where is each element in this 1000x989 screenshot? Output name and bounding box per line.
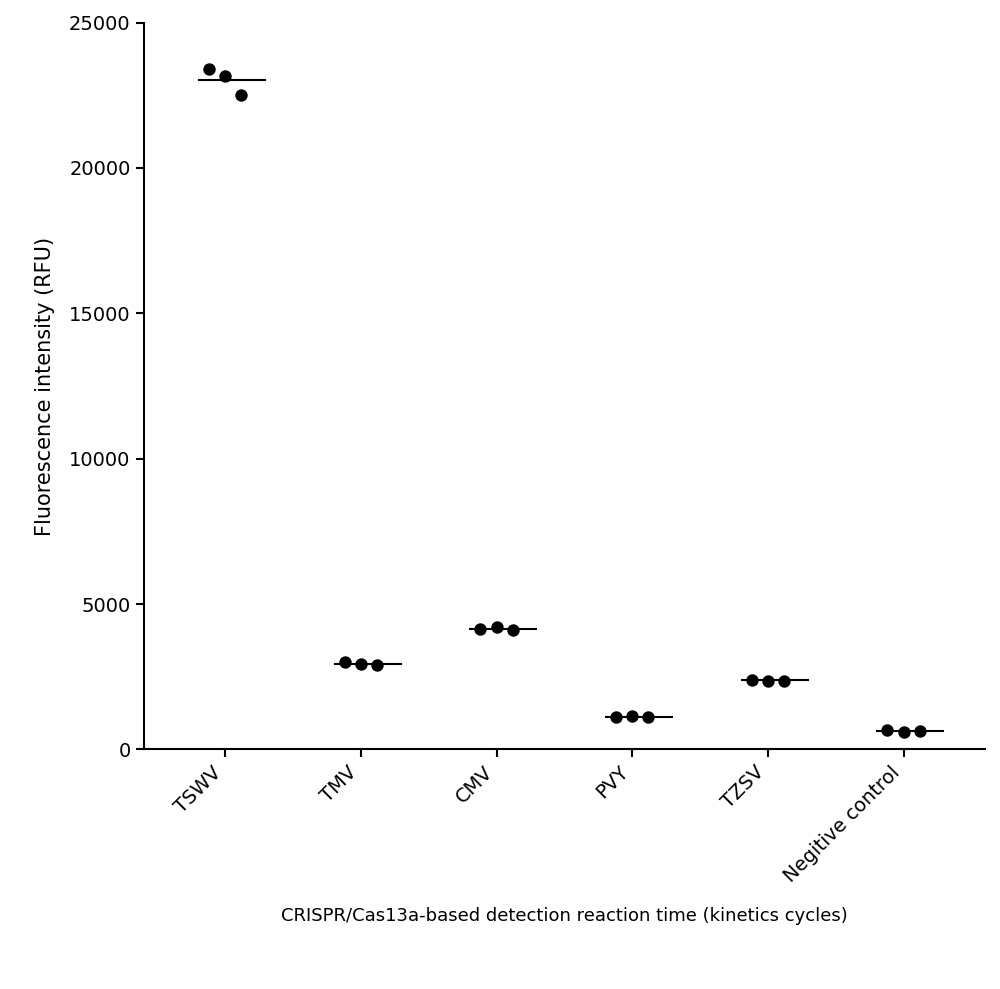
Point <box>760 674 776 689</box>
Point <box>369 657 385 673</box>
Point <box>640 709 656 725</box>
Point <box>233 87 249 103</box>
Point <box>608 709 624 725</box>
Point <box>489 619 505 635</box>
Point <box>337 655 353 671</box>
X-axis label: CRISPR/Cas13a-based detection reaction time (kinetics cycles): CRISPR/Cas13a-based detection reaction t… <box>281 907 848 925</box>
Point <box>744 672 760 687</box>
Point <box>217 68 233 84</box>
Point <box>201 61 217 77</box>
Point <box>776 674 792 689</box>
Point <box>879 723 895 739</box>
Point <box>505 622 521 638</box>
Point <box>624 708 640 724</box>
Point <box>912 724 928 740</box>
Point <box>896 724 912 740</box>
Point <box>472 621 488 637</box>
Point <box>353 656 369 672</box>
Y-axis label: Fluorescence intensity (RFU): Fluorescence intensity (RFU) <box>35 236 55 535</box>
